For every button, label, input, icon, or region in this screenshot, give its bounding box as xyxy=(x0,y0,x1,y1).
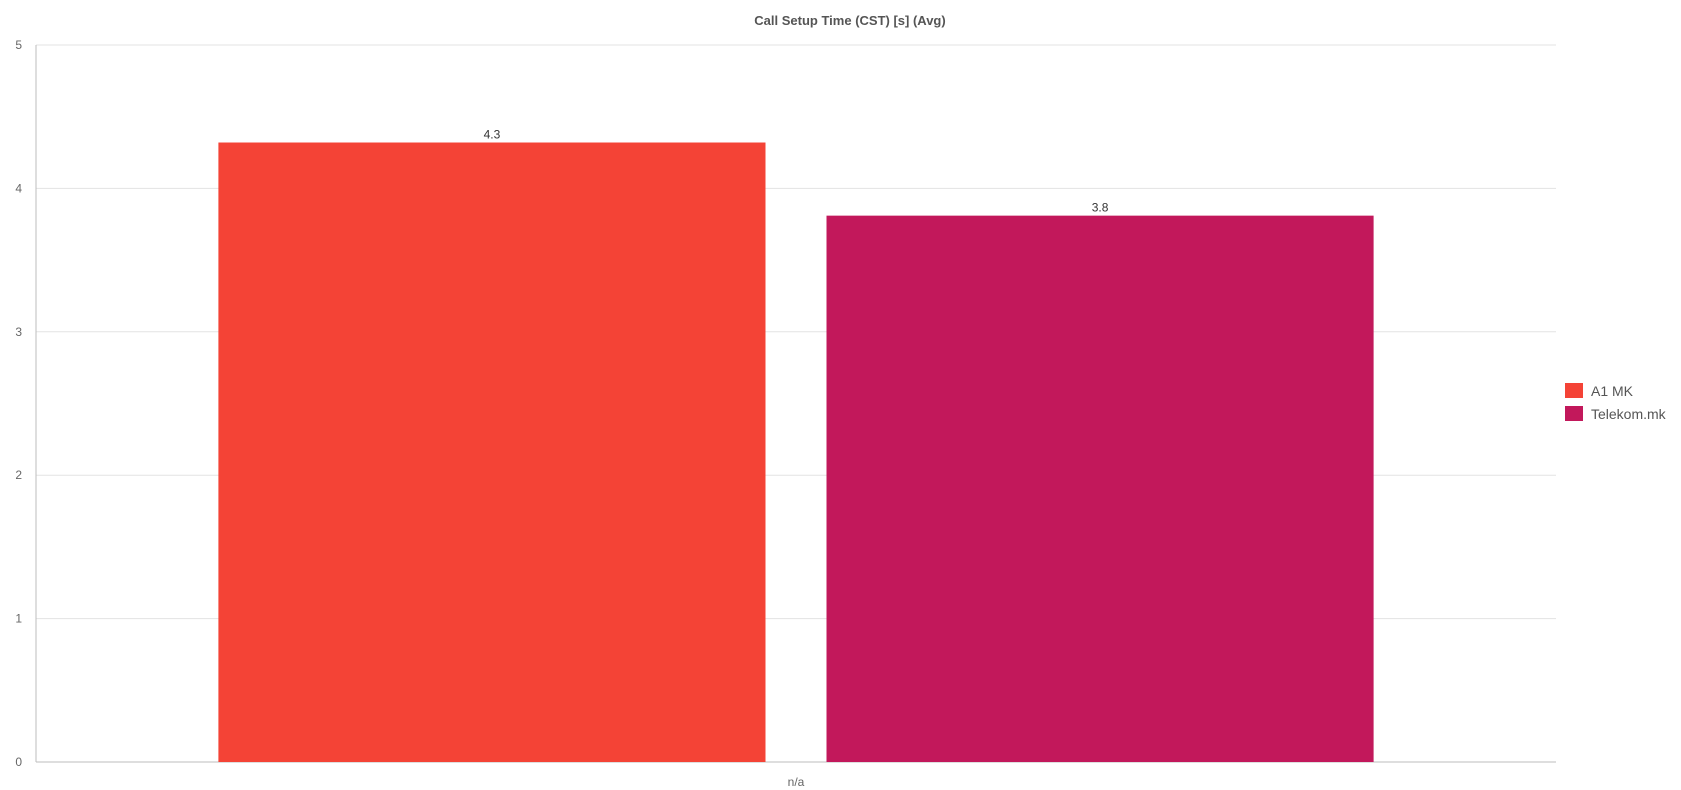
y-tick-label: 3 xyxy=(15,325,22,339)
bar-telekom-mk xyxy=(826,215,1374,762)
legend-swatch xyxy=(1565,383,1583,398)
y-tick-label: 5 xyxy=(15,38,22,52)
y-tick-label: 2 xyxy=(15,468,22,482)
y-tick-label: 4 xyxy=(15,181,22,195)
data-labels: 4.3 3.8 xyxy=(484,128,1109,215)
y-tick-label: 1 xyxy=(15,612,22,626)
bar-a1-mk xyxy=(218,142,766,763)
data-label: 3.8 xyxy=(1092,201,1109,215)
y-tick-label: 0 xyxy=(15,755,22,769)
data-label: 4.3 xyxy=(484,128,501,142)
legend-item[interactable]: A1 MK xyxy=(1565,383,1634,399)
y-axis-ticks: 0 1 2 3 4 5 xyxy=(15,38,22,769)
legend[interactable]: A1 MK Telekom.mk xyxy=(1565,383,1667,422)
legend-swatch xyxy=(1565,406,1583,421)
legend-label: Telekom.mk xyxy=(1591,406,1667,422)
x-axis-ticks: n/a xyxy=(788,775,805,789)
x-tick-label: n/a xyxy=(788,775,805,789)
legend-item[interactable]: Telekom.mk xyxy=(1565,406,1667,422)
bars xyxy=(218,142,1374,763)
legend-label: A1 MK xyxy=(1591,383,1634,399)
chart-title: Call Setup Time (CST) [s] (Avg) xyxy=(754,13,945,28)
